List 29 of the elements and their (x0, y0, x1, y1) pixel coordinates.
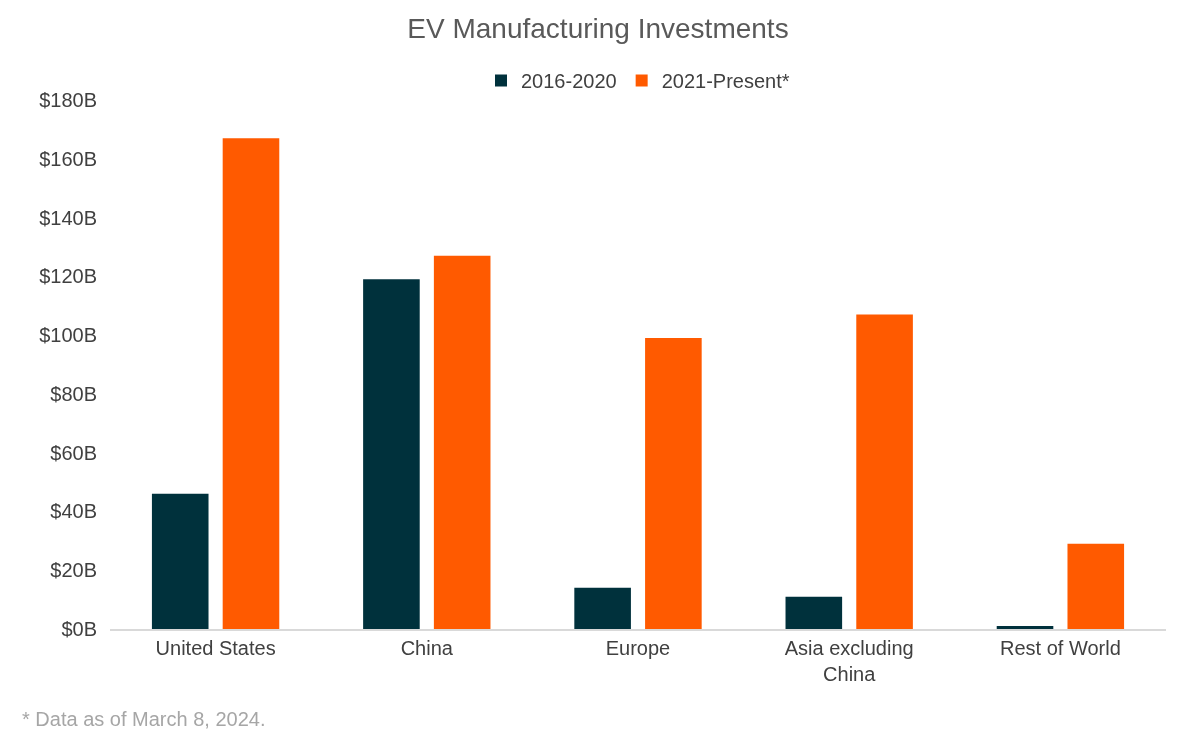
bar (363, 279, 420, 629)
bar (1067, 543, 1125, 629)
y-tick-label: $20B (50, 559, 97, 582)
chart-title: EV Manufacturing Investments (407, 13, 789, 45)
y-tick-label: $120B (39, 265, 97, 288)
x-tick-label: Europe (605, 636, 671, 659)
y-tick-label: $80B (50, 382, 97, 405)
bar (785, 596, 843, 629)
legend-label: 2016-2020 (521, 70, 617, 93)
y-tick-label: $100B (39, 324, 97, 347)
y-tick-label: $140B (39, 206, 97, 229)
y-tick-label: $180B (39, 89, 97, 111)
x-tick-label: Asia excluding China (784, 636, 914, 685)
text: * Data as of March 8, 2024. (22, 708, 266, 730)
bar (222, 138, 280, 629)
y-tick-label: $60B (50, 441, 97, 464)
legend-label: 2021-Present* (661, 70, 790, 93)
y-tick-label: $160B (39, 147, 97, 170)
x-tick-label: China (400, 636, 454, 659)
x-tick-label: Rest of World (1000, 636, 1121, 659)
bar (645, 338, 702, 629)
y-tick-label: $0B (61, 618, 97, 640)
bar (996, 626, 1054, 629)
bar (856, 314, 913, 629)
bar (433, 255, 491, 629)
y-tick-label: $40B (50, 500, 97, 523)
bar (574, 587, 631, 629)
bar (151, 493, 209, 629)
x-tick-label: United States (155, 636, 276, 659)
